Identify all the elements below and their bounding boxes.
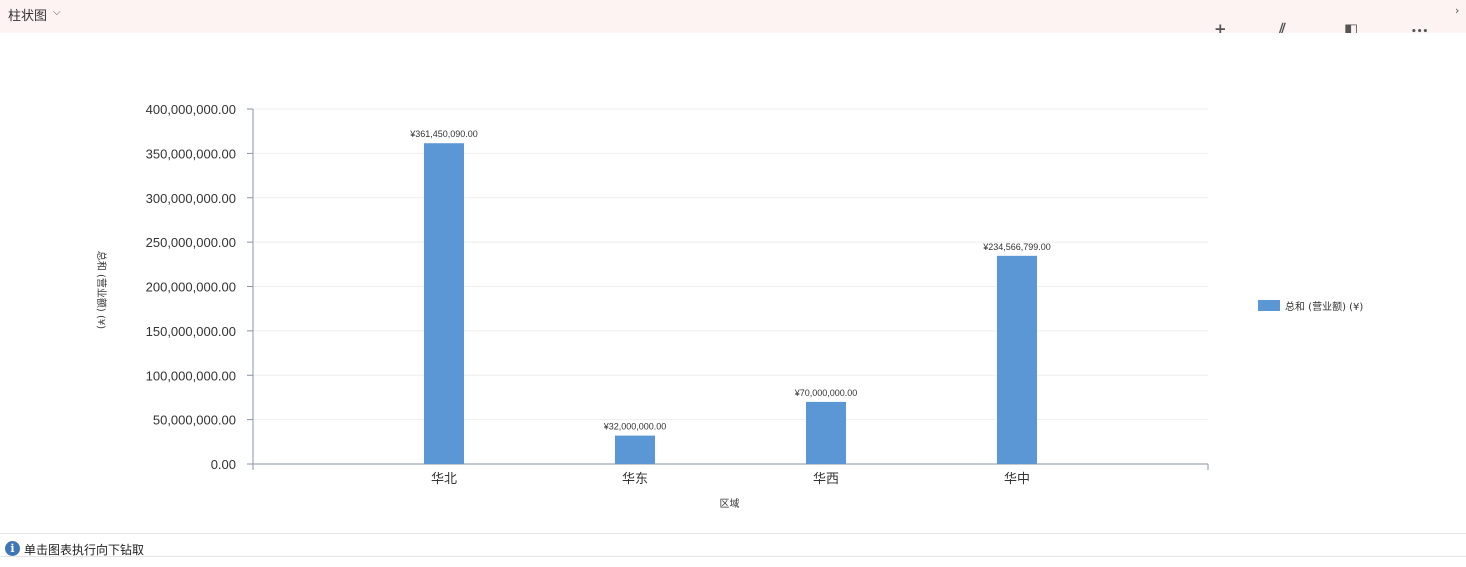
data-label: ¥361,450,090.00: [409, 129, 478, 139]
bar-华中[interactable]: [997, 255, 1037, 464]
x-tick-label: 华东: [622, 472, 648, 487]
bar-chart[interactable]: 0.00 50,000,000.00 100,000,000.00 150,000,0…: [0, 0, 1466, 530]
x-tick-label: 华北: [431, 472, 457, 487]
x-tick-label: 华中: [1004, 472, 1030, 487]
legend-label: 总和 (营业额) (¥): [1285, 300, 1363, 313]
chevron-right-icon[interactable]: ›: [1455, 4, 1460, 17]
info-icon: i: [5, 541, 20, 556]
drill-chart-icon[interactable]: ⫽: [1279, 20, 1286, 33]
divider: [0, 556, 1466, 557]
y-tick-label: 400,000,000.00: [146, 102, 236, 117]
y-axis-title: 总和 (营业额) (¥): [95, 251, 108, 329]
y-tick-label: 100,000,000.00: [146, 368, 236, 383]
data-label: ¥32,000,000.00: [603, 422, 667, 432]
y-tick-label: 350,000,000.00: [146, 146, 236, 161]
chevron-down-icon[interactable]: ⌵: [53, 7, 61, 18]
y-tick-label: 50,000,000.00: [153, 413, 236, 428]
y-tick-label: 300,000,000.00: [146, 191, 236, 206]
more-icon[interactable]: •••: [1411, 27, 1429, 33]
focus-mode-icon[interactable]: ◧: [1344, 20, 1359, 33]
drilldown-hint: 单击图表执行向下钻取: [24, 543, 145, 557]
x-axis-title: 区域: [720, 497, 740, 510]
y-tick-label: 250,000,000.00: [146, 235, 236, 250]
chart-title[interactable]: 柱状图: [8, 9, 48, 24]
bar-华东[interactable]: [615, 435, 655, 464]
bar-华西[interactable]: [806, 401, 846, 464]
x-tick-label: 华西: [813, 472, 839, 487]
data-label: ¥70,000,000.00: [794, 388, 858, 398]
y-tick-label: 200,000,000.00: [146, 280, 236, 295]
legend-swatch[interactable]: [1258, 300, 1280, 311]
y-tick-label: 150,000,000.00: [146, 324, 236, 339]
y-tick-label: 0.00: [211, 457, 236, 472]
divider: [0, 533, 1466, 534]
bar-华北[interactable]: [424, 143, 464, 464]
chart-header: 柱状图 ⌵ + ⫽ ◧ ••• ›: [0, 0, 1466, 33]
data-label: ¥234,566,799.00: [982, 242, 1051, 252]
plus-icon[interactable]: +: [1214, 20, 1227, 33]
